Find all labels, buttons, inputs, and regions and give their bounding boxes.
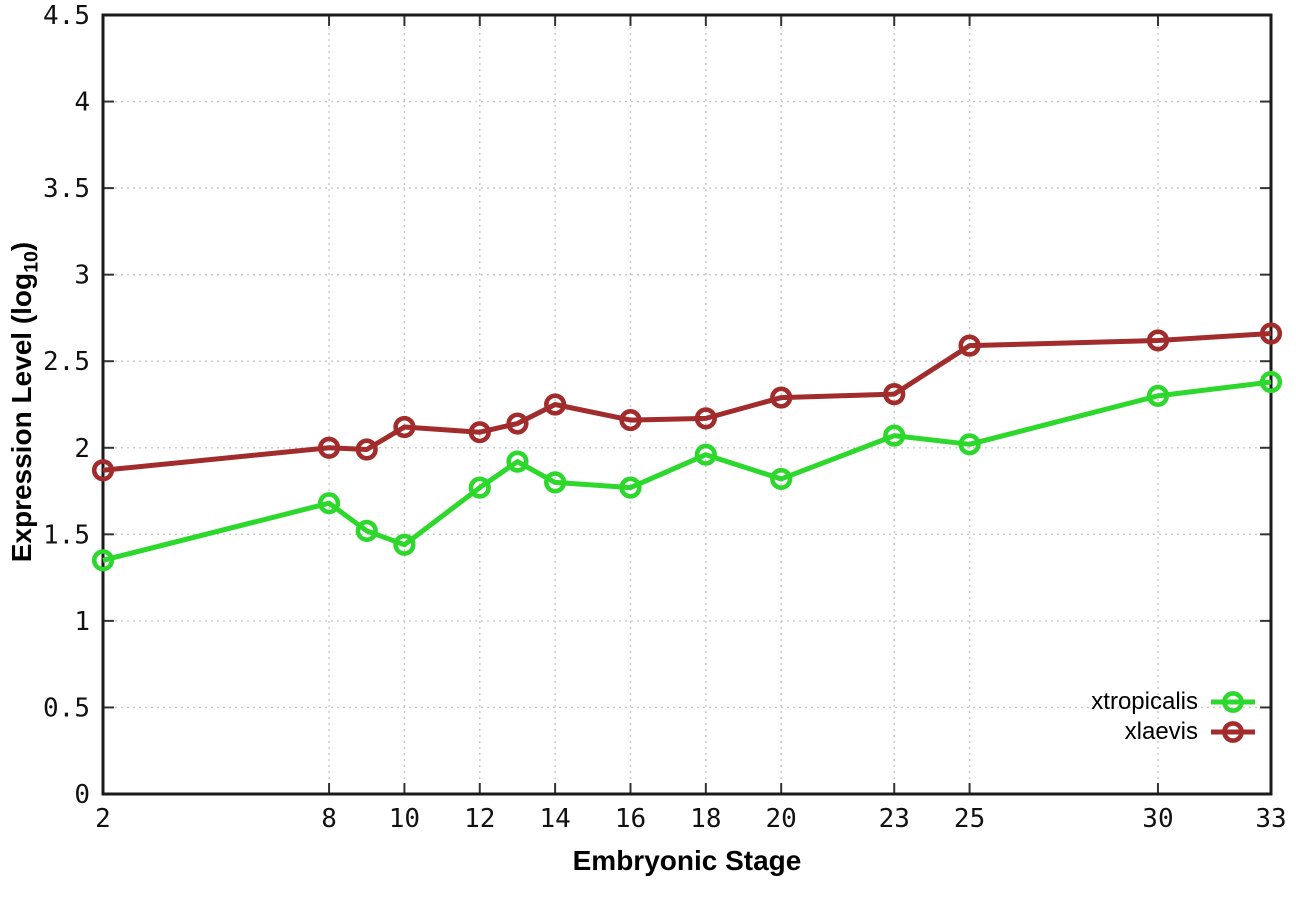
y-tick-labels: 0 0.5 1 1.5 2 2.5 3 3.5 4 4.5 [43, 1, 90, 810]
y-axis-title: Expression Level (log10) [6, 230, 43, 574]
data-point-xlaevis [883, 383, 906, 406]
data-point-xtropicalis [91, 549, 115, 572]
x-tick-label: 18 [690, 804, 721, 834]
legend-entry-xtropicalis: xtropicalis [1091, 687, 1256, 716]
data-point-xlaevis [91, 459, 115, 482]
series-xlaevis-line [102, 331, 1272, 473]
data-point-xtropicalis [355, 519, 378, 542]
data-point-xlaevis [544, 393, 567, 416]
data-point-xlaevis [506, 412, 529, 435]
plot-border [101, 13, 1273, 796]
data-point-xlaevis [770, 386, 793, 409]
y-tick-label: 3 [74, 261, 90, 291]
data-point-xlaevis [393, 415, 416, 439]
data-point-xtropicalis [619, 476, 642, 499]
legend-marker-xlaevis-icon [1211, 720, 1255, 743]
data-point-xtropicalis [506, 450, 529, 473]
x-tick-label: 16 [615, 804, 646, 834]
x-tick-label: 23 [879, 804, 910, 834]
x-axis-title: Embryonic Stage [572, 845, 802, 876]
series-xlaevis [91, 322, 1283, 482]
data-point-xlaevis [468, 421, 491, 444]
data-point-xtropicalis [544, 471, 567, 494]
data-point-xlaevis [694, 407, 717, 430]
y-tick-label: 1.5 [43, 520, 90, 550]
gridlines [103, 15, 1271, 794]
data-point-xtropicalis [468, 476, 491, 499]
y-tick-label: 2.5 [43, 347, 90, 377]
legend-entry-xlaevis: xlaevis [1125, 717, 1256, 746]
y-tick-label: 2 [74, 434, 90, 464]
series-xtropicalis-line [102, 379, 1272, 563]
data-point-xtropicalis [883, 424, 906, 447]
data-point-xtropicalis [317, 492, 341, 515]
x-tick-label: 2 [95, 804, 111, 834]
data-point-xlaevis [958, 334, 981, 357]
data-point-xlaevis [1146, 329, 1170, 352]
y-tick-label: 3.5 [43, 174, 90, 204]
x-tick-label: 14 [539, 804, 570, 834]
y-axis-title-prefix: Expression Level (log [6, 272, 37, 563]
data-point-xlaevis [619, 408, 642, 432]
x-tick-labels: 2 8 10 12 14 16 18 20 23 25 30 33 [95, 804, 1286, 834]
data-point-xtropicalis [393, 533, 416, 556]
data-point-xlaevis [317, 436, 341, 459]
x-tick-label: 30 [1142, 804, 1173, 834]
x-tick-label: 10 [389, 804, 420, 834]
x-tick-label: 12 [464, 804, 495, 834]
x-tick-label: 8 [321, 804, 337, 834]
y-tick-label: 0 [74, 780, 90, 810]
tick-marks [102, 14, 1272, 795]
legend-marker-xtropicalis-icon [1211, 690, 1255, 713]
y-axis-title-subscript: 10 [20, 251, 43, 273]
data-point-xtropicalis [1259, 370, 1283, 394]
data-point-xtropicalis [770, 467, 793, 491]
y-tick-label: 1 [74, 607, 90, 637]
data-point-xlaevis [355, 438, 378, 461]
y-tick-label: 0.5 [43, 693, 90, 723]
data-point-xlaevis [1259, 322, 1283, 345]
y-tick-label: 4 [74, 88, 90, 118]
x-tick-label: 33 [1255, 804, 1286, 834]
y-axis-title-suffix: ) [6, 241, 37, 252]
legend-label-xlaevis: xlaevis [1124, 717, 1198, 745]
legend-label-xtropicalis: xtropicalis [1091, 687, 1198, 715]
data-point-xtropicalis [694, 443, 717, 466]
series-xtropicalis [91, 370, 1283, 572]
x-tick-label: 25 [954, 804, 985, 834]
data-point-xtropicalis [1146, 384, 1170, 407]
data-point-xtropicalis [958, 433, 981, 456]
legend: xtropicalis xlaevis [1091, 687, 1256, 746]
y-tick-label: 4.5 [43, 1, 90, 31]
x-tick-label: 20 [766, 804, 797, 834]
